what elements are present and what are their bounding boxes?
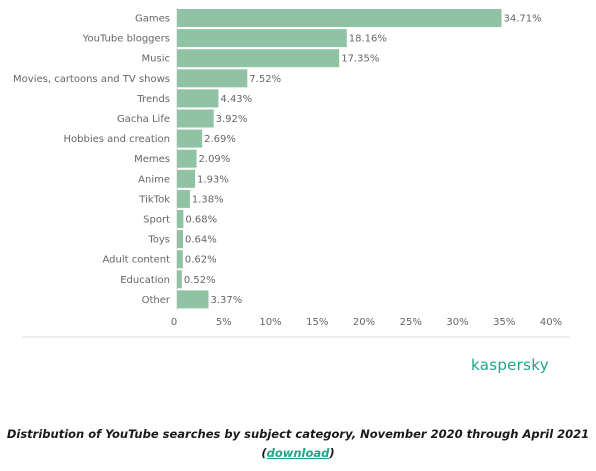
bar-chart: Games 34.71% YouTube bloggers 18.16% Music 17… bbox=[13, 8, 570, 338]
chart-caption: Distribution of YouTube searches by subj… bbox=[0, 425, 596, 463]
category-label-sport: Sport bbox=[143, 215, 170, 226]
x-tick-label: 5% bbox=[216, 317, 232, 328]
category-label-anime: Anime bbox=[138, 174, 170, 185]
value-label-trends: 4.43% bbox=[220, 94, 252, 105]
value-label-toys: 0.64% bbox=[185, 235, 217, 246]
category-label-other: Other bbox=[142, 295, 171, 306]
value-label-hobbies-and-creation: 2.69% bbox=[204, 134, 236, 145]
download-link[interactable]: download bbox=[266, 446, 330, 460]
category-label-youtube-bloggers: YouTube bloggers bbox=[82, 34, 170, 45]
caption-paren-close: ) bbox=[329, 446, 335, 460]
value-label-memes: 2.09% bbox=[199, 154, 231, 165]
category-label-games: Games bbox=[135, 14, 170, 25]
category-label-education: Education bbox=[120, 275, 170, 286]
bar-games bbox=[177, 9, 502, 27]
x-tick-label: 10% bbox=[259, 317, 281, 328]
x-tick-label: 20% bbox=[353, 317, 375, 328]
value-label-education: 0.52% bbox=[184, 275, 216, 286]
x-tick-label: 30% bbox=[446, 317, 468, 328]
bar-trends bbox=[177, 89, 219, 108]
bar-anime bbox=[177, 169, 196, 188]
bar-other bbox=[177, 290, 209, 309]
value-label-youtube-bloggers: 18.16% bbox=[349, 34, 387, 45]
category-label-tiktok: TikTok bbox=[138, 194, 170, 205]
value-label-gacha-life: 3.92% bbox=[216, 114, 248, 125]
x-tick-label: 15% bbox=[306, 317, 328, 328]
bar-sport bbox=[177, 210, 184, 228]
value-label-tiktok: 1.38% bbox=[192, 194, 224, 205]
x-tick-label: 25% bbox=[400, 317, 422, 328]
value-label-movies-cartoons-and-tv-shows: 7.52% bbox=[249, 74, 281, 85]
bar-toys bbox=[177, 230, 183, 249]
value-label-adult-content: 0.62% bbox=[185, 255, 217, 266]
bar-memes bbox=[177, 149, 197, 168]
bar-movies-cartoons-and-tv-shows bbox=[177, 69, 248, 88]
category-label-music: Music bbox=[142, 54, 170, 65]
bar-tiktok bbox=[177, 189, 190, 208]
kaspersky-logo: kaspersky bbox=[471, 356, 549, 374]
value-label-anime: 1.93% bbox=[197, 174, 229, 185]
category-label-memes: Memes bbox=[134, 154, 170, 165]
value-label-music: 17.35% bbox=[341, 54, 379, 65]
bar-youtube-bloggers bbox=[177, 29, 347, 48]
x-tick-label: 35% bbox=[493, 317, 515, 328]
caption-paren-open: ( bbox=[261, 446, 267, 460]
x-tick-label: 40% bbox=[540, 317, 562, 328]
category-label-toys: Toys bbox=[147, 235, 170, 246]
value-label-games: 34.71% bbox=[504, 14, 542, 25]
caption-text: Distribution of YouTube searches by subj… bbox=[6, 427, 590, 441]
category-label-movies-cartoons-and-tv-shows: Movies, cartoons and TV shows bbox=[13, 74, 170, 85]
bar-education bbox=[177, 270, 182, 289]
category-label-adult-content: Adult content bbox=[102, 255, 170, 266]
bar-gacha-life bbox=[177, 109, 214, 128]
category-label-hobbies-and-creation: Hobbies and creation bbox=[64, 134, 170, 145]
x-tick-label: 0 bbox=[171, 317, 177, 328]
bar-hobbies-and-creation bbox=[177, 129, 203, 148]
value-label-sport: 0.68% bbox=[185, 215, 217, 226]
bar-adult-content bbox=[177, 250, 183, 269]
value-label-other: 3.37% bbox=[211, 295, 243, 306]
bar-music bbox=[177, 49, 340, 68]
category-label-gacha-life: Gacha Life bbox=[117, 114, 170, 125]
category-label-trends: Trends bbox=[136, 94, 170, 105]
